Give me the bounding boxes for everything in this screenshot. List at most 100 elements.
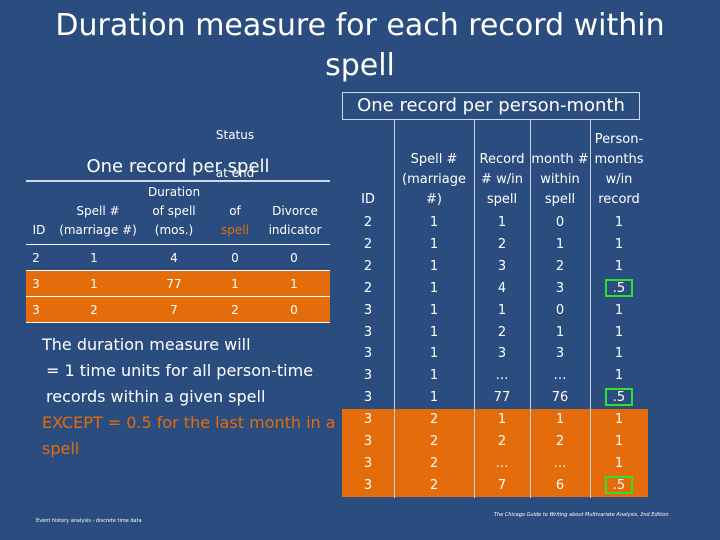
cell-duration: 77	[166, 277, 182, 291]
cell-record: 1	[497, 302, 507, 318]
cell-spell: 1	[429, 302, 439, 318]
cell-id: 2	[363, 258, 373, 274]
cell-divorce: 0	[290, 303, 298, 317]
header-spell: Spell # (marriage #)	[59, 204, 137, 237]
cell-record: 4	[497, 280, 507, 296]
cell-divorce: 1	[290, 277, 298, 291]
cell-divorce: 0	[290, 251, 298, 265]
table-row: 3 1 77 76 .5	[342, 387, 648, 409]
last-month-highlight	[605, 388, 633, 407]
table-row: 2 1 4 0 0	[26, 244, 330, 271]
cell-month: 76	[551, 390, 569, 406]
last-month-highlight	[605, 278, 633, 297]
note-line-2: = 1 time units for all person-time recor…	[46, 361, 314, 406]
column-divider	[590, 120, 591, 498]
cell-id: 3	[32, 277, 40, 291]
cell-person-months: 1	[614, 434, 624, 449]
column-divider	[394, 120, 395, 498]
table-row: 3 1 3 3 1	[342, 343, 648, 365]
cell-id: 3	[363, 346, 373, 362]
table-row: 3 1 77 1 1	[26, 270, 330, 297]
table-row: 3 1 2 1 1	[342, 322, 648, 344]
cell-record: 2	[497, 434, 507, 449]
cell-duration: 4	[170, 251, 178, 265]
cell-id: 3	[363, 477, 373, 493]
footer-source: Event history analysis - discrete time d…	[36, 518, 142, 524]
column-divider	[530, 120, 531, 498]
table-row: 3 2 7 2 0	[26, 296, 330, 323]
person-month-table: ID Spell # (marriage #) Record # w/in sp…	[342, 120, 648, 498]
cell-month: 0	[555, 302, 565, 318]
cell-record: 77	[493, 390, 511, 406]
cell-spell: 1	[429, 280, 439, 296]
cell-id: 3	[363, 368, 373, 384]
cell-id: 3	[363, 434, 373, 449]
cell-person-months: 1	[614, 236, 624, 252]
cell-person-months: 1	[614, 324, 624, 340]
header-month: month # within spell	[531, 152, 589, 207]
header-spell: Spell # (marriage #)	[402, 152, 466, 207]
table-row: 3 2 2 2 1	[342, 431, 648, 453]
table-bottom-rule	[26, 322, 330, 323]
cell-spell: 2	[90, 303, 98, 317]
note-line-1: The duration measure will	[42, 335, 251, 354]
cell-person-months: 1	[614, 368, 624, 384]
cell-status: 0	[231, 251, 239, 265]
cell-spell: 2	[429, 455, 439, 471]
table-row: 3 1 1 0 1	[342, 300, 648, 322]
cell-duration: 7	[170, 303, 178, 317]
cell-person-months: .5	[590, 278, 648, 300]
header-status-of: of	[229, 204, 241, 218]
cell-id: 2	[363, 236, 373, 252]
header-status-line1: Status	[215, 128, 255, 142]
cell-id: 3	[32, 303, 40, 317]
cell-record: 2	[497, 324, 507, 340]
cell-month: 3	[555, 346, 565, 362]
header-id: ID	[32, 223, 46, 237]
header-divorce: Divorce indicator	[268, 204, 322, 237]
cell-spell: 2	[429, 477, 439, 493]
cell-record: …	[495, 455, 509, 471]
cell-spell: 1	[90, 277, 98, 291]
cell-month: 1	[555, 236, 565, 252]
cell-status: 1	[231, 277, 239, 291]
cell-person-months: .5	[590, 387, 648, 409]
right-table-header: ID Spell # (marriage #) Record # w/in sp…	[342, 120, 648, 210]
cell-person-months: .5	[590, 475, 648, 497]
cell-id: 2	[363, 215, 373, 230]
cell-spell: 1	[429, 390, 439, 406]
cell-record: 1	[497, 215, 507, 230]
note-line-3: EXCEPT = 0.5 for the last month in a spe…	[42, 413, 336, 458]
cell-spell: 1	[90, 251, 98, 265]
header-status-line2: at end	[215, 166, 255, 180]
cell-id: 2	[363, 280, 373, 296]
cell-id: 3	[363, 324, 373, 340]
header-duration: Duration of spell (mos.)	[147, 185, 201, 237]
header-person-months: Person- months w/in record	[594, 132, 644, 207]
header-status: Status at end of spell	[206, 107, 264, 240]
cell-record: 3	[497, 258, 507, 274]
header-record: Record # w/in spell	[479, 152, 525, 207]
table-row: 2 1 3 2 1	[342, 256, 648, 278]
cell-month: 3	[555, 280, 565, 296]
right-subtitle: One record per person-month	[342, 92, 640, 120]
cell-spell: 2	[429, 412, 439, 428]
cell-month: 0	[555, 215, 565, 230]
left-subtitle: One record per spell	[26, 152, 330, 182]
page-title: Duration measure for each record within …	[55, 8, 665, 83]
cell-month: 2	[555, 258, 565, 274]
cell-spell: 1	[429, 346, 439, 362]
table-row: 3 2 7 6 .5	[342, 474, 648, 497]
cell-id: 3	[363, 412, 373, 428]
cell-person-months: 1	[614, 215, 624, 230]
cell-spell: 1	[429, 215, 439, 230]
table-row: 3 2 1 1 1	[342, 409, 648, 432]
cell-spell: 1	[429, 368, 439, 384]
cell-id: 2	[32, 251, 40, 265]
cell-id: 3	[363, 390, 373, 406]
cell-spell: 1	[429, 324, 439, 340]
cell-record: 7	[497, 477, 507, 493]
cell-person-months: 1	[614, 412, 624, 428]
cell-record: 3	[497, 346, 507, 362]
footer-citation: The Chicago Guide to Writing about Multi…	[494, 512, 669, 518]
